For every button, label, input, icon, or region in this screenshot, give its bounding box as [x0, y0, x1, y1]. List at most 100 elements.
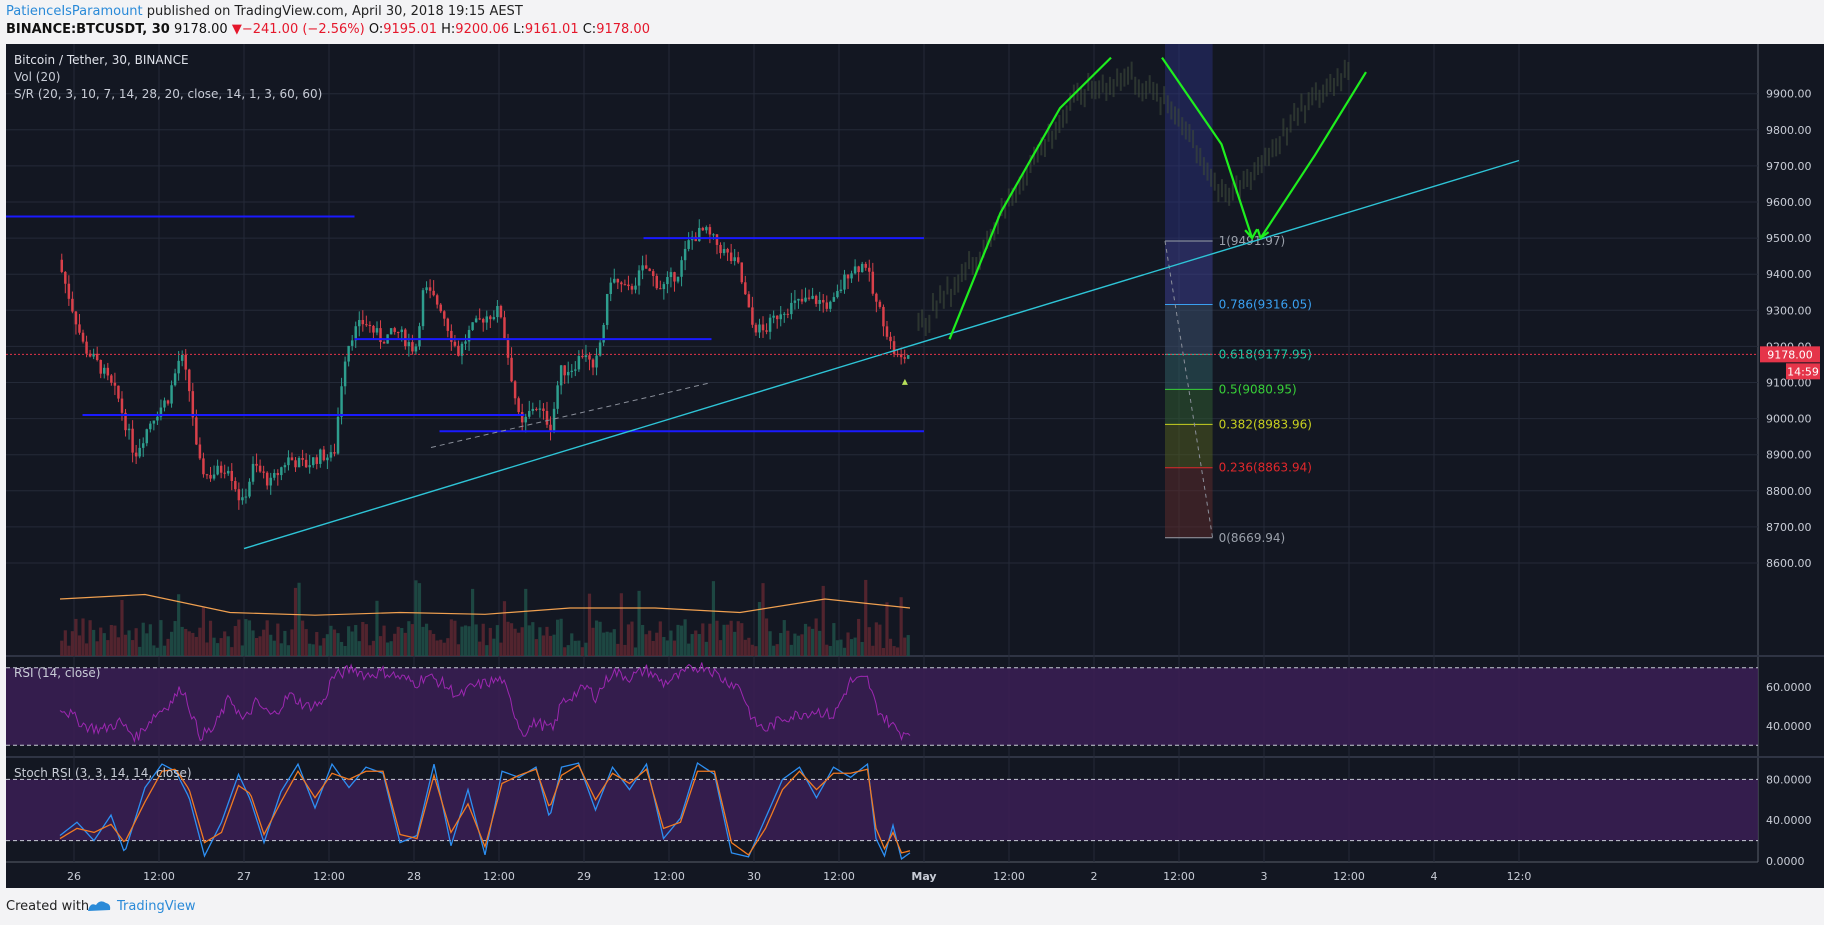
candle-body: [559, 365, 563, 386]
candle-body: [301, 457, 304, 460]
fib-extension-zone: [1165, 44, 1213, 241]
volume-bar: [283, 630, 287, 656]
candle-body: [230, 470, 234, 481]
candle-body: [896, 353, 899, 355]
volume-bar: [325, 634, 329, 656]
candle-body: [598, 342, 602, 356]
volume-bar: [559, 618, 563, 656]
fib-zone: [1165, 354, 1213, 390]
volume-bar: [269, 634, 273, 656]
fib-zone: [1165, 240, 1213, 305]
projection-arrowhead: [1244, 228, 1259, 241]
volume-bar: [471, 588, 475, 656]
volume-bar: [138, 646, 142, 656]
time-tick-day: 29: [577, 870, 591, 883]
candle-body: [574, 369, 577, 371]
author-link[interactable]: PatienceIsParamount: [6, 4, 143, 19]
volume-bar: [81, 618, 85, 656]
volume-bar: [708, 623, 712, 656]
fib-level-label: 0.786(9316.05): [1219, 298, 1312, 312]
countdown-tag: [1786, 363, 1820, 380]
volume-bar: [903, 637, 907, 656]
volume-bar: [414, 580, 418, 656]
volume-bar: [159, 620, 163, 656]
candle-body: [549, 424, 552, 431]
candle-body: [106, 367, 110, 376]
candle-body: [492, 317, 496, 320]
candle-body: [722, 249, 726, 254]
candle-body: [152, 420, 156, 424]
candle-body: [276, 472, 280, 476]
volume-bar: [219, 638, 223, 656]
candle-body: [821, 299, 825, 303]
tradingview-logo-icon[interactable]: [86, 898, 112, 914]
candle-body: [860, 263, 864, 273]
candle-body: [88, 353, 92, 357]
volume-bar: [456, 644, 461, 656]
candle-body: [563, 365, 566, 376]
candle-body: [248, 481, 251, 497]
time-tick-hour: 12:0: [1507, 870, 1532, 883]
volume-bar: [421, 626, 425, 656]
candle-body: [705, 227, 708, 231]
candle-body: [775, 315, 779, 320]
volume-bar: [208, 620, 213, 656]
chart-canvas[interactable]: 1(9491.97) 0.786(9316.05) 0.618(9177.95) 0.…: [0, 44, 1824, 888]
volume-bar: [786, 630, 790, 656]
candle-body: [163, 400, 166, 408]
candle-body: [138, 447, 141, 457]
volume-bar: [867, 627, 871, 656]
candle-body: [361, 320, 365, 325]
candle-body: [584, 355, 588, 358]
candle-body: [421, 290, 425, 327]
candle-body: [287, 457, 290, 466]
trend-drawings[interactable]: [6, 159, 1758, 550]
support-resistance-lines[interactable]: [6, 215, 924, 433]
volume-bar: [818, 630, 822, 656]
projection-arrows[interactable]: [948, 56, 1367, 340]
volume-bar: [764, 618, 769, 656]
candle-body: [758, 324, 761, 333]
volume-bar: [251, 630, 255, 656]
volume-bar: [272, 640, 276, 656]
candle-body: [188, 369, 191, 392]
volume-bar: [74, 618, 78, 656]
candle-body: [219, 465, 223, 473]
volume-bar: [177, 594, 181, 656]
candle-body: [255, 463, 258, 466]
volume-bar: [230, 647, 234, 656]
volume-bar: [757, 601, 762, 656]
volume-bar: [237, 619, 241, 656]
volume-bar: [371, 640, 376, 656]
candle-body: [396, 331, 400, 333]
fib-level-label: 0.618(9177.95): [1219, 347, 1312, 361]
volume-bar: [332, 629, 337, 656]
open-label: O:: [368, 22, 384, 37]
volume-bar: [885, 602, 889, 656]
volume-bar: [116, 637, 121, 656]
volume-bar: [120, 599, 124, 656]
candle-body: [336, 416, 340, 454]
volume-bar: [577, 640, 581, 656]
candle-body: [304, 459, 308, 468]
volume-bar: [84, 643, 89, 656]
volume-bar: [736, 621, 740, 656]
tradingview-link[interactable]: TradingView: [117, 899, 196, 914]
volume-bar: [672, 640, 677, 656]
volume-bar: [205, 642, 209, 656]
volume-bar: [619, 593, 623, 656]
candle-body: [290, 457, 294, 461]
candle-body: [899, 354, 903, 358]
candle-body: [124, 412, 127, 431]
volume-bar: [148, 624, 152, 656]
volume-bar: [538, 627, 542, 656]
volume-bar: [740, 623, 744, 656]
volume-bar: [102, 633, 106, 656]
fibonacci-retracement[interactable]: 1(9491.97) 0.786(9316.05) 0.618(9177.95) 0.…: [1164, 44, 1312, 545]
volume-bar: [276, 623, 280, 656]
candle-body: [627, 284, 630, 287]
candle-body: [418, 326, 421, 347]
volume-bar: [400, 628, 404, 656]
volume-bar: [279, 643, 283, 656]
candle-body: [609, 282, 612, 294]
